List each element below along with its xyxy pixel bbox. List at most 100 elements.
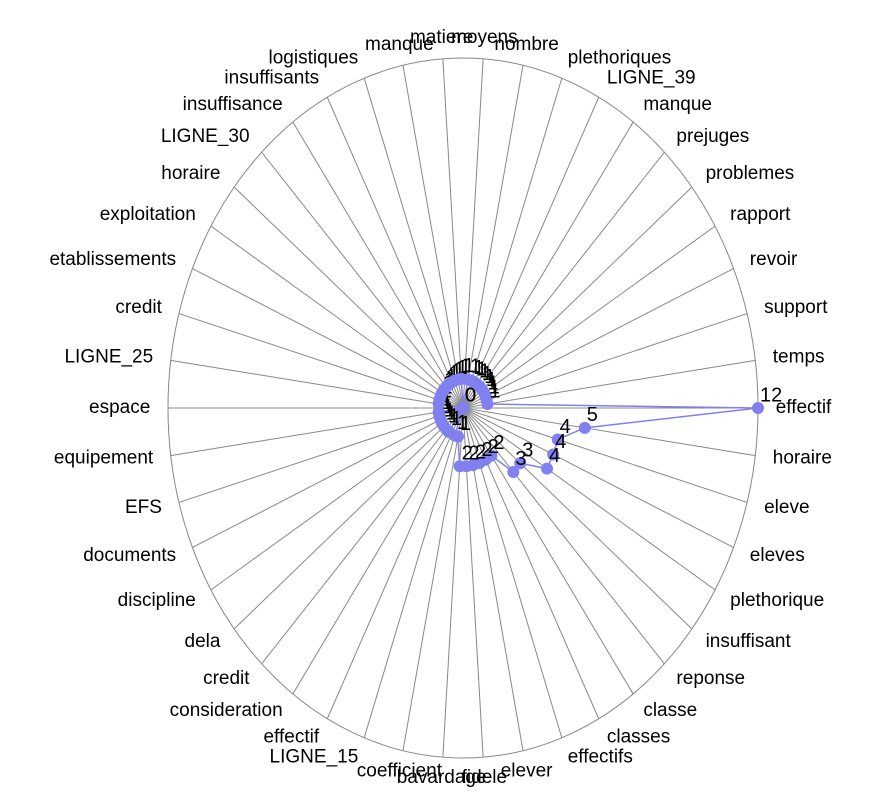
category-label: problemes xyxy=(706,163,795,184)
value-label: 1 xyxy=(486,369,497,391)
data-point xyxy=(551,433,564,446)
category-label: elever xyxy=(501,760,553,781)
spoke xyxy=(261,407,464,665)
data-point xyxy=(453,460,466,473)
category-label: manque xyxy=(365,34,434,55)
category-label: effectif xyxy=(776,397,832,418)
value-label: 1 xyxy=(441,392,452,414)
spoke xyxy=(326,407,464,719)
value-label: 4 xyxy=(549,445,560,467)
value-label: 1 xyxy=(463,355,474,377)
spoke xyxy=(462,58,484,409)
spoke xyxy=(462,151,665,409)
spoke xyxy=(363,78,464,409)
category-label: manque xyxy=(643,94,712,115)
category-label: horaire xyxy=(161,163,220,184)
spoke xyxy=(462,359,756,409)
category-label: EFS xyxy=(125,497,162,518)
spoke xyxy=(170,359,464,409)
spoke xyxy=(210,225,464,409)
value-label: 1 xyxy=(484,366,495,388)
category-label: insuffisance xyxy=(183,94,283,115)
spoke xyxy=(462,225,716,409)
category-label: classe xyxy=(643,700,697,721)
value-label: 1 xyxy=(442,396,453,418)
spoke xyxy=(170,407,464,457)
spoke xyxy=(462,407,748,503)
spoke xyxy=(402,407,464,751)
value-label: 1 xyxy=(446,403,457,425)
value-label: 1 xyxy=(476,358,487,380)
value-label: 1 xyxy=(479,360,490,382)
value-label: 12 xyxy=(760,384,782,406)
spoke xyxy=(210,407,464,591)
data-point xyxy=(547,448,560,461)
value-label: 4 xyxy=(560,416,571,438)
value-label: 1 xyxy=(444,399,455,421)
value-label: 1 xyxy=(457,357,468,379)
category-label: eleves xyxy=(750,545,805,566)
value-label: 1 xyxy=(489,380,500,402)
category-label: revoir xyxy=(750,249,798,270)
value-label: 1 xyxy=(454,358,465,380)
value-label: 0 xyxy=(465,384,476,406)
value-label: 1 xyxy=(473,357,484,379)
data-point xyxy=(541,462,554,475)
category-label: effectifs xyxy=(568,747,633,768)
data-point xyxy=(481,398,494,411)
value-label: 0 xyxy=(465,384,476,406)
category-label: LIGNE_25 xyxy=(64,346,153,367)
spoke xyxy=(462,407,716,591)
value-label: 2 xyxy=(475,441,486,463)
spoke xyxy=(292,407,464,695)
category-label: support xyxy=(764,297,828,318)
data-point xyxy=(578,421,591,434)
category-label: bavardage xyxy=(397,767,487,788)
category-label: classes xyxy=(607,726,670,747)
value-label: 2 xyxy=(493,432,504,454)
spoke xyxy=(462,78,563,409)
category-label: espace xyxy=(89,397,150,418)
value-label: 1 xyxy=(448,406,459,428)
value-label: 3 xyxy=(522,440,533,462)
category-label: documents xyxy=(83,545,176,566)
value-label: 4 xyxy=(555,431,566,453)
category-label: logistiques xyxy=(269,47,359,68)
category-label: reponse xyxy=(676,668,745,689)
spoke xyxy=(462,268,734,409)
value-label: 1 xyxy=(460,413,471,435)
category-label: consideration xyxy=(170,700,283,721)
category-label: effectif xyxy=(263,726,319,747)
spoke xyxy=(363,407,464,738)
value-label: 1 xyxy=(451,360,462,382)
category-label: moyens xyxy=(451,27,518,48)
spoke xyxy=(462,407,665,665)
value-label: 0 xyxy=(465,384,476,406)
spoke xyxy=(462,65,524,409)
category-label: horaire xyxy=(773,448,832,469)
value-label: 1 xyxy=(460,356,471,378)
value-label: 2 xyxy=(481,439,492,461)
category-label: etablissements xyxy=(49,249,176,270)
value-label: 2 xyxy=(488,436,499,458)
spoke xyxy=(192,268,464,409)
category-label: exploitation xyxy=(100,204,196,225)
value-label: 1 xyxy=(448,363,459,385)
spoke xyxy=(326,97,464,409)
spoke xyxy=(233,407,464,630)
value-label: 1 xyxy=(470,356,481,378)
spoke xyxy=(192,407,464,548)
spoke xyxy=(178,313,464,409)
category-label: dela xyxy=(185,631,221,652)
category-label: coefficient xyxy=(357,760,443,781)
value-label: 1 xyxy=(441,388,452,410)
category-label: insuffisants xyxy=(224,68,319,89)
value-label: 3 xyxy=(515,448,526,470)
category-label: LIGNE_30 xyxy=(161,126,250,147)
value-label: 1 xyxy=(451,408,462,430)
category-label: eleve xyxy=(764,497,809,518)
spoke xyxy=(462,313,748,409)
spoke xyxy=(462,407,734,548)
spoke xyxy=(462,407,693,630)
